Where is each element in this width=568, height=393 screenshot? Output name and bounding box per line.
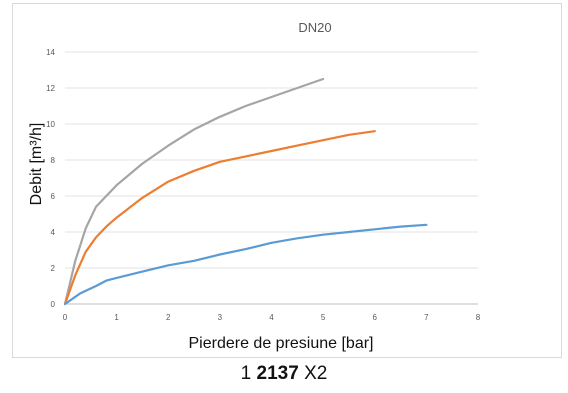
y-axis-label: Debit [m³/h]	[28, 123, 45, 206]
y-tick-label: 14	[46, 48, 55, 57]
chart-frame: DN20 0 2 4 6 8 10 12 14 0 1 2 3 4 5 6 7 8 Pierdere de pr…	[12, 3, 562, 358]
series-line-3	[63, 223, 428, 306]
x-tick-label: 7	[424, 313, 429, 322]
x-tick-label: 6	[373, 313, 378, 322]
x-tick-label: 1	[114, 313, 119, 322]
y-tick-label: 10	[46, 120, 55, 129]
series-lines	[63, 77, 428, 306]
y-tick-label: 0	[51, 300, 56, 309]
x-axis-label: Pierdere de presiune [bar]	[189, 335, 374, 352]
caption-prefix: 1	[240, 363, 257, 384]
x-tick-label: 4	[269, 313, 274, 322]
x-tick-label: 8	[476, 313, 481, 322]
series-line-2	[63, 130, 376, 306]
caption-model-number: 2137	[256, 363, 299, 384]
y-tick-label: 2	[51, 264, 56, 273]
x-tick-label: 3	[218, 313, 223, 322]
chart-title: DN20	[298, 20, 331, 35]
series-line-1	[63, 77, 325, 306]
gridlines	[65, 51, 478, 269]
y-tick-label: 4	[51, 228, 56, 237]
caption-suffix: X2	[298, 363, 328, 384]
y-tick-label: 6	[51, 192, 56, 201]
x-tick-label: 0	[63, 313, 68, 322]
y-tick-label: 8	[51, 156, 56, 165]
x-tick-label: 5	[321, 313, 326, 322]
figure-caption: 1 2137 X2	[0, 363, 568, 385]
y-tick-label: 12	[46, 84, 55, 93]
x-tick-label: 2	[166, 313, 171, 322]
